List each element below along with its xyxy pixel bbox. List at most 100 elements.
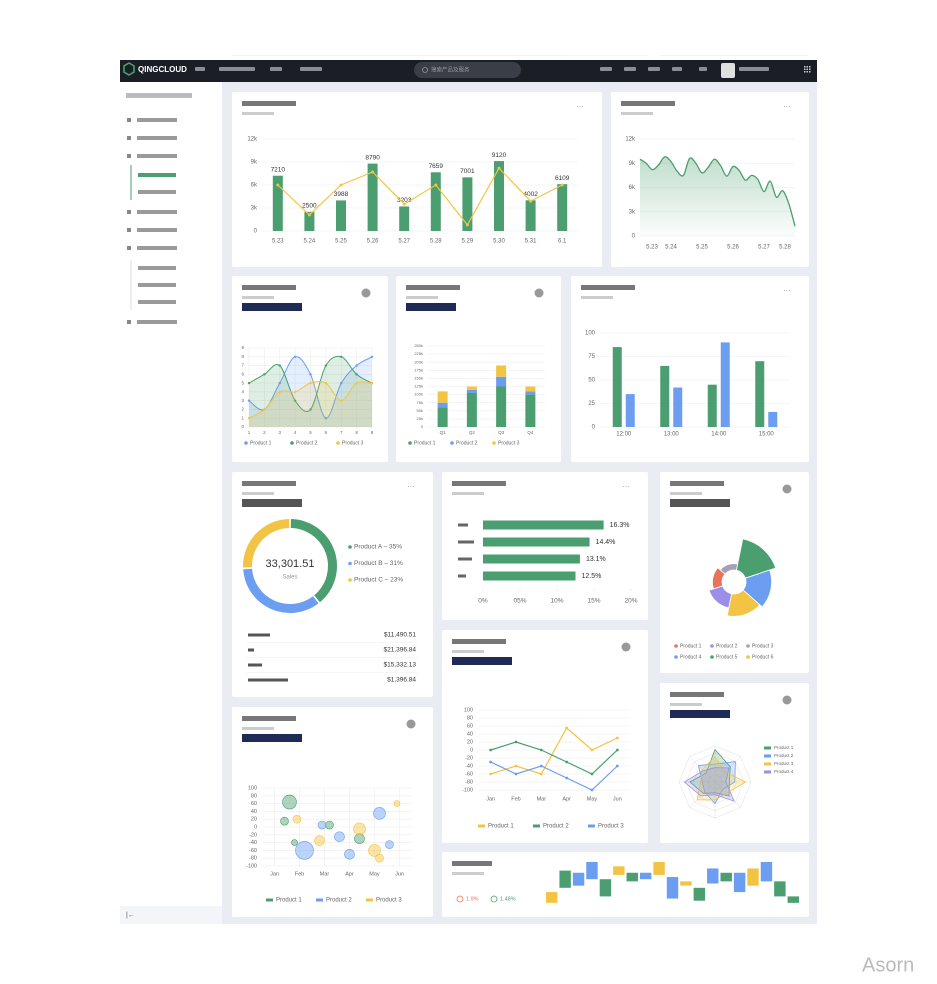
data-label: 6109	[555, 175, 570, 182]
bubble	[334, 831, 345, 843]
point	[615, 736, 619, 740]
nav-item	[300, 67, 322, 71]
legend-label: Product 2	[716, 643, 738, 649]
y-tick-label: 225k	[414, 351, 423, 356]
y-tick-label: -60	[249, 848, 257, 854]
info-icon[interactable]	[621, 642, 631, 652]
logo[interactable]: QINGCLOUD	[138, 65, 187, 74]
bar	[272, 175, 283, 231]
data-label: 12.5%	[582, 573, 602, 580]
x-tick-label: 3	[278, 430, 281, 435]
apps-icon	[809, 66, 811, 68]
y-tick-label: -40	[465, 763, 473, 769]
floating-bar	[599, 879, 612, 897]
card-subtitle	[670, 703, 702, 706]
table-amount: $11,490.51	[384, 632, 416, 639]
menu-icon	[127, 118, 131, 122]
legend-swatch	[408, 441, 412, 445]
donut-slice	[243, 519, 290, 568]
more-menu[interactable]: ···	[622, 482, 630, 491]
card-title	[242, 481, 296, 486]
card	[442, 852, 809, 917]
y-tick-label: 200k	[414, 359, 423, 364]
nav-item	[648, 67, 660, 71]
y-tick-label: 50k	[417, 408, 423, 413]
more-menu[interactable]: ···	[783, 102, 791, 111]
floating-bar	[546, 892, 558, 903]
x-tick-label: Jan	[270, 871, 279, 877]
avatar[interactable]	[721, 63, 735, 78]
card-subtitle	[242, 112, 274, 115]
menu-item	[138, 190, 176, 194]
x-tick-label: 9	[371, 430, 374, 435]
y-tick-label: 6k	[629, 185, 636, 191]
card-metric	[242, 734, 302, 742]
y-tick-label: 80	[467, 715, 473, 721]
y-tick-label: 75k	[417, 400, 423, 405]
point	[324, 417, 328, 420]
y-tick-label: 25k	[417, 416, 423, 421]
bubble	[344, 848, 355, 860]
point	[278, 364, 281, 367]
nav-item	[699, 67, 707, 71]
info-icon[interactable]	[782, 484, 792, 494]
x-tick-label: 0%	[478, 598, 488, 605]
info-icon[interactable]	[361, 288, 371, 298]
x-tick-label: May	[369, 871, 380, 877]
point	[590, 748, 594, 752]
point	[355, 373, 358, 376]
bubble	[353, 822, 366, 836]
y-tick-label: 150k	[414, 375, 423, 380]
card-subtitle	[242, 492, 274, 495]
legend-swatch	[478, 824, 485, 828]
info-icon[interactable]	[406, 719, 416, 729]
point	[615, 764, 619, 768]
stat-value: 1.9%	[466, 896, 479, 902]
point	[309, 408, 312, 411]
nav-item	[739, 67, 769, 71]
x-tick-label: 6	[325, 430, 328, 435]
search-box[interactable]	[414, 62, 521, 78]
info-icon[interactable]	[782, 695, 792, 705]
collapse-icon[interactable]: |←	[126, 912, 135, 919]
legend-label: Product 1	[414, 440, 436, 446]
card-title	[242, 285, 296, 290]
table-label	[248, 633, 270, 637]
bar-segment	[466, 389, 477, 393]
card-subtitle	[242, 727, 274, 730]
line-point	[529, 199, 533, 203]
bar	[673, 387, 683, 427]
x-tick-label: 6.1	[558, 239, 567, 245]
bubble	[393, 800, 401, 807]
stat-icon	[490, 895, 498, 903]
data-label: 2500	[302, 203, 317, 210]
point	[355, 381, 358, 385]
more-menu[interactable]: ···	[576, 102, 584, 111]
bar	[483, 537, 590, 547]
point	[309, 381, 312, 385]
x-tick-label: 5.26	[367, 239, 379, 245]
bar	[768, 411, 778, 427]
info-icon[interactable]	[534, 288, 544, 298]
bar	[612, 347, 622, 427]
card-subtitle	[452, 872, 484, 875]
point	[278, 381, 281, 385]
legend-label: Product 2	[326, 898, 352, 904]
card	[232, 92, 602, 267]
menu-item	[138, 300, 176, 304]
y-tick-label: -80	[249, 856, 257, 862]
legend-label: Product 1	[250, 440, 272, 446]
bar	[525, 200, 536, 231]
y-tick-label: 0	[421, 424, 424, 429]
more-menu[interactable]: ···	[783, 286, 791, 295]
y-tick-label: -20	[465, 755, 473, 761]
nav-item	[624, 67, 636, 71]
more-menu[interactable]: ···	[407, 482, 415, 491]
y-tick-label: 20	[467, 739, 473, 745]
legend-label: Product 3	[752, 643, 774, 649]
legend-swatch	[674, 655, 678, 659]
line-point	[339, 183, 343, 187]
bar	[483, 520, 604, 530]
bar	[625, 394, 635, 427]
y-tick-label: 3	[241, 398, 244, 403]
